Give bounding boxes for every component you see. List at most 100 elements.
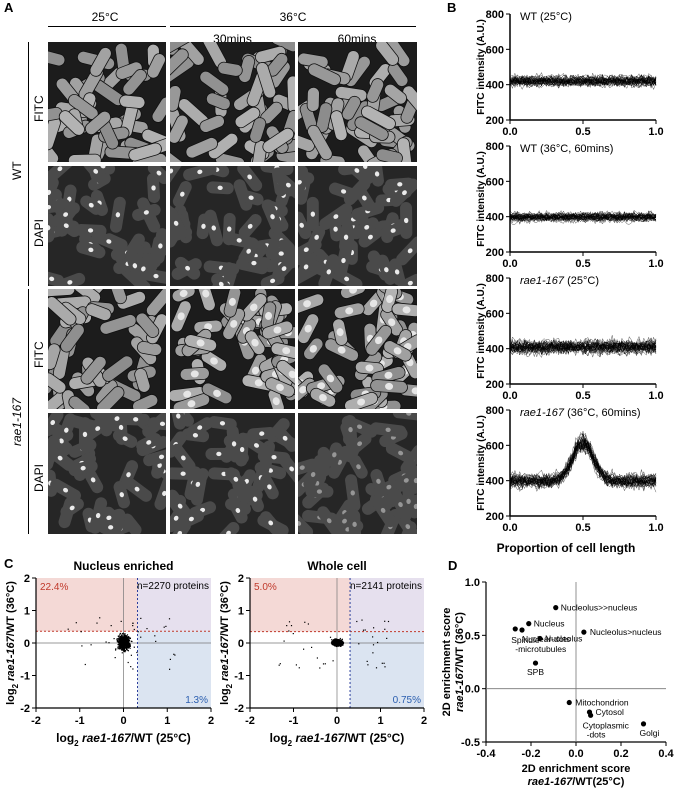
data-point xyxy=(119,646,121,648)
data-point xyxy=(124,639,126,641)
data-point xyxy=(126,638,128,640)
d-ylabel-2: rae1-167/WT (36°C) xyxy=(454,612,466,712)
data-point xyxy=(123,637,125,639)
data-point xyxy=(121,636,123,638)
data-point xyxy=(122,636,124,638)
data-point xyxy=(118,641,120,644)
data-point xyxy=(307,623,309,625)
header-rule-25c xyxy=(48,26,166,27)
profile-plot-2: WT (36°C, 60mins) 200 400 600 800 0.0 0.5 1.0 FI… xyxy=(476,141,664,270)
data-point xyxy=(129,643,131,645)
data-point xyxy=(386,637,388,639)
data-point xyxy=(124,643,127,645)
data-point xyxy=(118,645,120,648)
profile-trace xyxy=(509,74,657,87)
point-nucleus xyxy=(526,621,532,627)
profile-trace xyxy=(509,432,657,487)
data-point xyxy=(336,639,338,641)
micrograph-fitc-wt-1 xyxy=(170,42,295,162)
micrograph-fitc-mut-1 xyxy=(170,289,295,409)
panel-label-a: A xyxy=(4,0,14,15)
channel-label-fitc-mut: FITC xyxy=(32,341,46,368)
x-tick-label: 0.2 xyxy=(613,748,628,760)
data-point xyxy=(125,642,127,644)
profile-title-1: WT (25°C) xyxy=(520,11,572,23)
data-point xyxy=(342,644,344,646)
y-tick-label: -2 xyxy=(234,703,244,715)
y-tick-label: 400 xyxy=(486,344,504,356)
y-tick-label: 1.0 xyxy=(465,577,480,589)
data-point xyxy=(331,642,333,644)
data-point xyxy=(119,633,121,635)
data-point xyxy=(128,645,130,647)
data-point xyxy=(117,646,119,648)
x-tick-label: 0.5 xyxy=(575,522,590,534)
data-point xyxy=(84,663,86,666)
data-point xyxy=(332,641,334,643)
data-point xyxy=(338,643,340,645)
x-tick-label: 1.0 xyxy=(648,126,663,138)
upper-left-region xyxy=(250,578,351,632)
data-point xyxy=(129,637,131,639)
y-tick-label: 1 xyxy=(238,606,244,618)
data-point xyxy=(129,647,131,649)
data-point xyxy=(333,642,335,644)
y-tick-label: 200 xyxy=(486,115,504,127)
x-tick-label: 0.5 xyxy=(575,126,590,138)
data-point xyxy=(123,636,126,638)
x-tick-label: -0.4 xyxy=(477,748,497,760)
micrograph-dapi-mut-2 xyxy=(298,413,417,534)
data-point xyxy=(121,634,123,636)
data-point xyxy=(335,645,337,647)
data-point xyxy=(126,645,128,647)
data-point xyxy=(121,647,123,649)
data-point xyxy=(342,641,344,643)
lower-right-percent: 0.75% xyxy=(393,695,421,706)
profile-trace xyxy=(509,438,657,486)
data-point xyxy=(127,639,130,641)
data-point xyxy=(334,644,336,647)
data-point xyxy=(75,622,77,624)
data-point xyxy=(123,648,125,650)
data-point xyxy=(124,635,126,637)
y-tick-label: 0 xyxy=(238,638,244,650)
y-axis-label: FITC intensity (A.U.) xyxy=(476,283,487,379)
data-point xyxy=(340,642,342,644)
data-point xyxy=(122,649,124,651)
data-point xyxy=(127,661,129,664)
data-point xyxy=(120,642,122,644)
data-point xyxy=(336,639,338,641)
data-point xyxy=(127,644,129,646)
data-point xyxy=(125,635,127,637)
point-spb xyxy=(532,660,539,666)
data-point xyxy=(337,643,339,645)
y-tick-label: 1 xyxy=(24,606,30,618)
data-point xyxy=(387,620,390,623)
x-tick-label: 1 xyxy=(164,715,170,727)
data-point xyxy=(341,644,343,646)
strain-bracket-wt xyxy=(28,42,29,286)
data-point xyxy=(108,642,110,644)
x-tick-label: 0.0 xyxy=(502,126,517,138)
data-point xyxy=(119,642,121,644)
lower-right-region xyxy=(350,631,424,708)
point-nucleolus-nucleus xyxy=(581,629,587,635)
data-point xyxy=(173,653,175,655)
protein-count: n=2270 proteins xyxy=(137,581,209,592)
data-point xyxy=(372,636,374,638)
scatter-ylabel: log2 rae1-167/WT (36°C) xyxy=(5,581,20,705)
data-point xyxy=(123,646,125,648)
x-tick-label: 0.5 xyxy=(575,390,590,402)
profile-title-3: rae1-167 (25°C) xyxy=(520,275,599,287)
data-point xyxy=(372,644,375,646)
scatter-ylabel: log2 rae1-167/WT (36°C) xyxy=(219,581,234,705)
data-point xyxy=(128,641,130,643)
point-label: Cytoplasmic -dots xyxy=(583,720,630,739)
data-point xyxy=(121,640,124,642)
data-point xyxy=(377,641,379,644)
data-point xyxy=(110,625,112,627)
point-spindle-microtubules xyxy=(512,626,518,632)
data-point xyxy=(124,650,126,652)
data-point xyxy=(120,643,122,645)
strain-label-mut: rae1-167 xyxy=(10,397,24,446)
